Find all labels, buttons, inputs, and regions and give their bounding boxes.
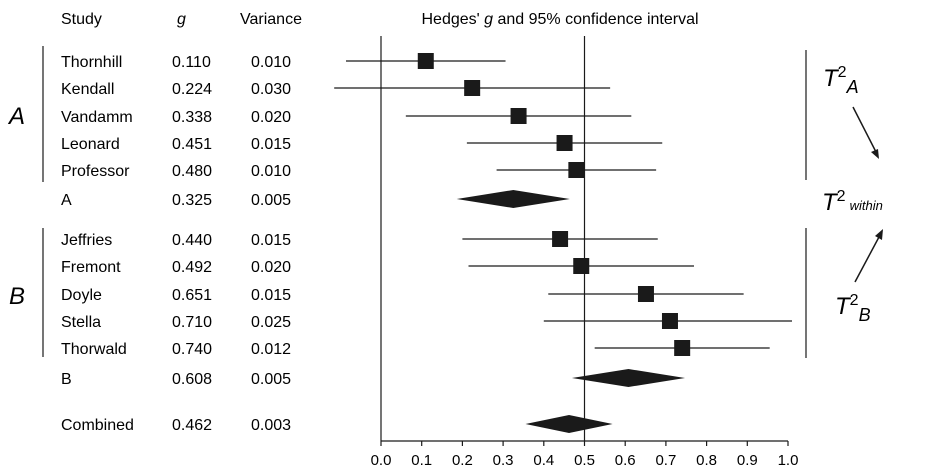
- x-tick-label: 0.5: [574, 452, 595, 468]
- header-variance: Variance: [240, 11, 302, 28]
- effect-square: [464, 80, 481, 96]
- g-value: 0.110: [172, 54, 211, 71]
- study-name: Stella: [61, 314, 101, 331]
- tau-within-label: T2within: [822, 188, 883, 216]
- summary-row: Combined 0.462 0.003: [61, 417, 291, 434]
- study-name: Kendall: [61, 81, 114, 98]
- study-name: Thornhill: [61, 54, 122, 71]
- x-tick-label: 0.6: [615, 452, 636, 468]
- plot-title-g: g: [484, 11, 493, 28]
- variance-value: 0.015: [251, 287, 291, 304]
- g-value: 0.608: [172, 371, 212, 388]
- arrow-a-head: [871, 149, 879, 159]
- g-value: 0.462: [172, 417, 212, 434]
- study-row: Professor 0.480 0.010: [61, 163, 291, 180]
- study-row: Leonard 0.451 0.015: [61, 136, 291, 153]
- g-value: 0.740: [172, 341, 212, 358]
- variance-value: 0.012: [251, 341, 291, 358]
- x-tick-label: 0.9: [737, 452, 758, 468]
- rows-layer: Thornhill 0.110 0.010 Kendall 0.224 0.030 Vand…: [61, 54, 291, 434]
- g-value: 0.492: [172, 259, 212, 276]
- effect-square: [637, 286, 654, 302]
- arrow-b-to-within: [854, 236, 880, 283]
- g-value: 0.710: [172, 314, 212, 331]
- variance-value: 0.015: [251, 136, 291, 153]
- x-tick-label: 0.8: [696, 452, 717, 468]
- header-g: g: [177, 11, 186, 28]
- study-row: Stella 0.710 0.025: [61, 314, 291, 331]
- g-value: 0.338: [172, 109, 212, 126]
- g-value: 0.440: [172, 232, 212, 249]
- effect-square: [573, 258, 590, 274]
- x-tick-label: 0.2: [452, 452, 473, 468]
- g-value: 0.325: [172, 192, 212, 209]
- study-row: Doyle 0.651 0.015: [61, 287, 291, 304]
- header-study: Study: [61, 11, 102, 28]
- g-value: 0.480: [172, 163, 212, 180]
- arrow-a-to-within: [852, 106, 877, 153]
- study-row: Kendall 0.224 0.030: [61, 81, 291, 98]
- study-name: B: [61, 371, 72, 388]
- x-tick-label: 0.4: [533, 452, 554, 468]
- variance-value: 0.030: [251, 81, 291, 98]
- g-value: 0.451: [172, 136, 212, 153]
- study-name: Leonard: [61, 136, 120, 153]
- effect-square: [417, 53, 434, 69]
- study-name: Fremont: [61, 259, 121, 276]
- variance-value: 0.010: [251, 54, 291, 71]
- variance-value: 0.005: [251, 192, 291, 209]
- g-value: 0.651: [172, 287, 212, 304]
- study-row: Jeffries 0.440 0.015: [61, 232, 291, 249]
- summary-row: B 0.608 0.005: [61, 371, 291, 388]
- study-row: Vandamm 0.338 0.020: [61, 109, 291, 126]
- tau-a-label: T2A: [823, 64, 859, 97]
- effect-square: [568, 162, 585, 178]
- effect-square: [674, 340, 691, 356]
- study-name: Combined: [61, 417, 134, 434]
- effect-square: [556, 135, 573, 151]
- x-tick-label: 0.0: [371, 452, 392, 468]
- group-b-label: B: [9, 283, 25, 310]
- variance-value: 0.003: [251, 417, 291, 434]
- effect-square: [510, 108, 527, 124]
- plot-title-prefix: Hedges': [421, 11, 484, 28]
- study-row: Fremont 0.492 0.020: [61, 259, 291, 276]
- g-value: 0.224: [172, 81, 212, 98]
- study-name: Professor: [61, 163, 130, 180]
- variance-value: 0.020: [251, 109, 291, 126]
- study-name: Doyle: [61, 287, 102, 304]
- group-a-label: A: [7, 103, 25, 130]
- arrow-b-head: [875, 229, 883, 240]
- plot-title: Hedges' g and 95% confidence interval: [421, 11, 698, 28]
- summary-diamond: [525, 415, 613, 433]
- x-tick-label: 0.1: [411, 452, 432, 468]
- study-name: Vandamm: [61, 109, 133, 126]
- variance-value: 0.020: [251, 259, 291, 276]
- summary-row: A 0.325 0.005: [61, 192, 291, 209]
- effect-square: [661, 313, 678, 329]
- tau-b-label: T2B: [835, 292, 871, 325]
- variance-value: 0.015: [251, 232, 291, 249]
- study-row: Thorwald 0.740 0.012: [61, 341, 291, 358]
- x-tick-label: 0.3: [493, 452, 514, 468]
- variance-value: 0.010: [251, 163, 291, 180]
- study-row: Thornhill 0.110 0.010: [61, 54, 291, 71]
- summary-diamond: [571, 369, 686, 387]
- summary-diamond: [456, 190, 570, 208]
- study-name: Thorwald: [61, 341, 127, 358]
- variance-value: 0.025: [251, 314, 291, 331]
- x-axis: 0.0 0.1 0.2 0.3 0.4 0.5 0.6 0.7 0.8 0.9 1.0: [371, 36, 799, 469]
- study-name: Jeffries: [61, 232, 112, 249]
- plot-marks: [334, 53, 792, 433]
- plot-title-suffix: and 95% confidence interval: [493, 11, 698, 28]
- effect-square: [552, 231, 569, 247]
- variance-value: 0.005: [251, 371, 291, 388]
- x-tick-label: 0.7: [655, 452, 676, 468]
- study-name: A: [61, 192, 72, 209]
- x-tick-label: 1.0: [778, 452, 799, 468]
